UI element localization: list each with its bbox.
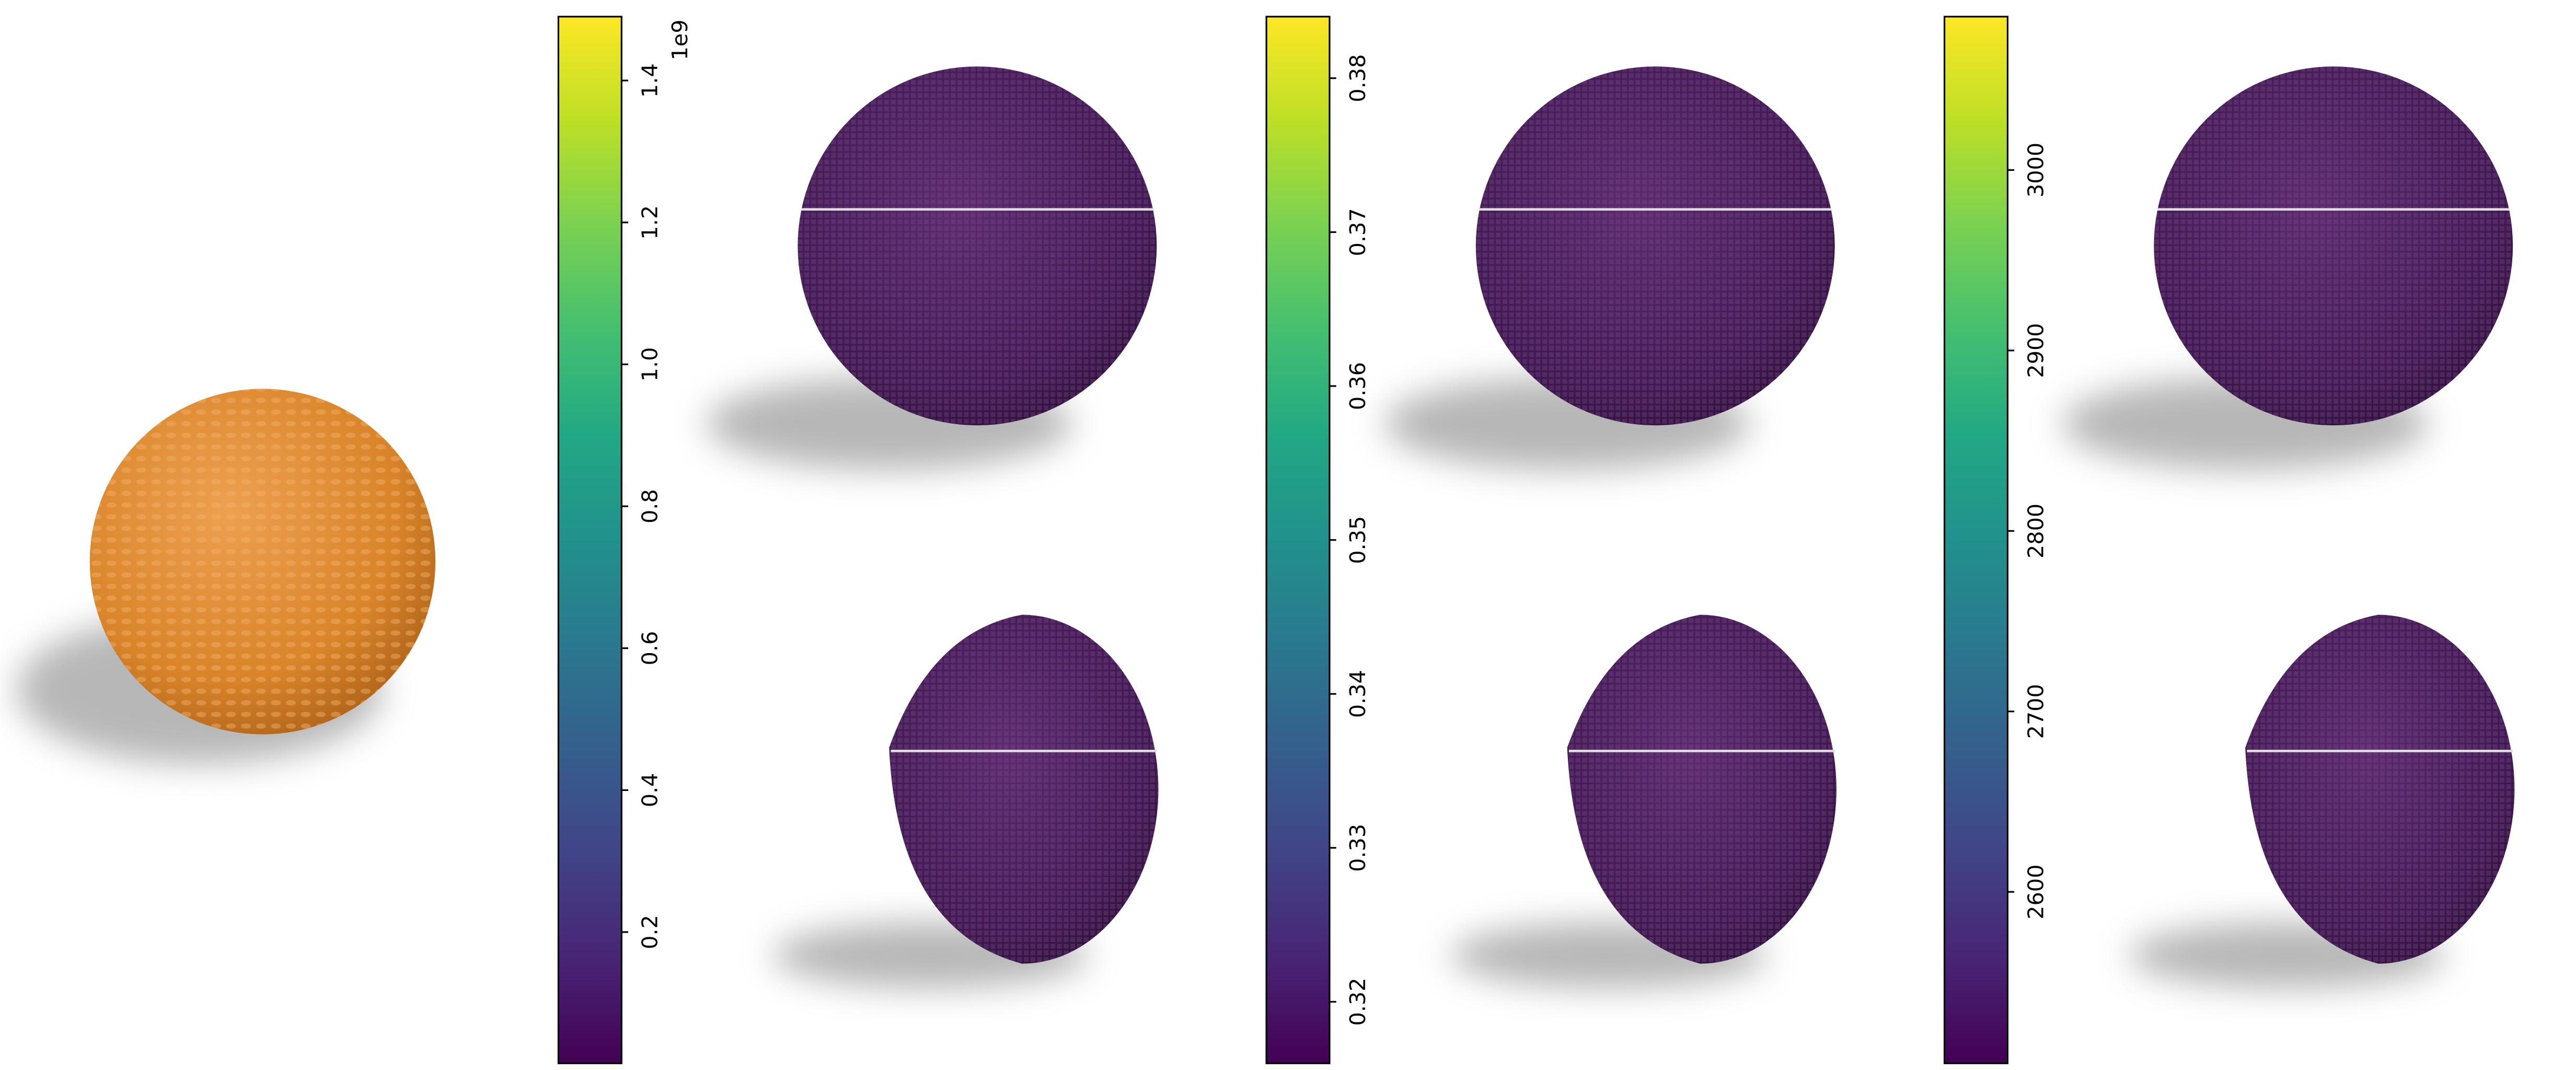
tick-label: 2800	[2024, 504, 2049, 559]
tick-label: 0.4	[638, 773, 663, 807]
tick-label: 1.0	[638, 347, 663, 382]
tick-label: 0.2	[638, 915, 663, 949]
tick-label: 1.2	[638, 205, 663, 240]
orange-render	[16, 389, 436, 764]
tick-label: 2600	[2024, 865, 2049, 920]
tick-label: 0.32	[1345, 978, 1370, 1026]
tick-label: 2700	[2024, 684, 2049, 739]
tick-label: 0.6	[638, 631, 663, 666]
tick-label: 0.34	[1345, 670, 1370, 718]
tick-label: 0.36	[1345, 362, 1370, 410]
voxel-renders	[706, 66, 2515, 989]
colorbar	[557, 16, 622, 1064]
tick-label: 1.4	[638, 63, 663, 98]
offset-label: 1e9	[667, 19, 692, 60]
tick-label: 0.38	[1345, 54, 1370, 102]
tick-label: 3000	[2024, 143, 2049, 197]
tick-label: 2900	[2024, 323, 2049, 378]
colorbar	[1265, 16, 1331, 1064]
tick-label: 0.8	[638, 489, 663, 524]
colorbar	[1944, 16, 2009, 1064]
tick-label: 0.37	[1345, 208, 1370, 256]
tick-label: 0.33	[1345, 824, 1370, 872]
tick-label: 0.35	[1345, 516, 1370, 564]
